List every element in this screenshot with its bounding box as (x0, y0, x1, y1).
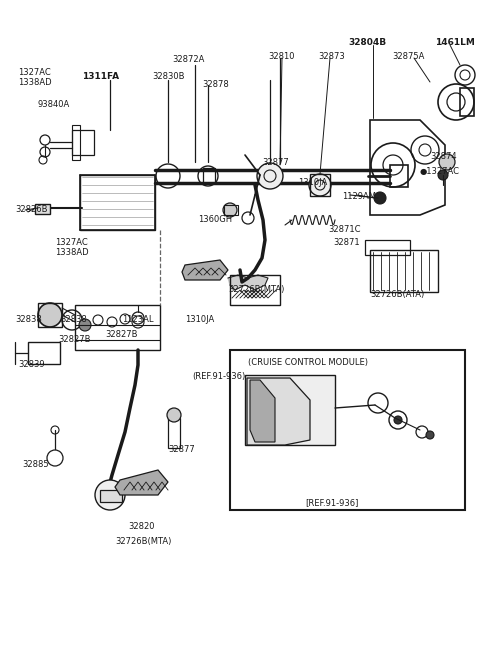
Text: 32838: 32838 (15, 315, 42, 324)
Text: 32827B: 32827B (58, 335, 91, 344)
Text: 1123AL: 1123AL (122, 315, 154, 324)
Bar (370, 250, 438, 292)
Text: 32877: 32877 (168, 445, 195, 454)
Text: ●1327AC: ●1327AC (420, 167, 460, 176)
Circle shape (309, 174, 331, 196)
Circle shape (438, 170, 448, 180)
Text: 32871C: 32871C (328, 225, 360, 234)
Circle shape (394, 416, 402, 424)
Bar (72, 125, 80, 160)
Bar (35, 204, 50, 214)
Circle shape (223, 203, 237, 217)
Text: 1129AM: 1129AM (342, 192, 376, 201)
Polygon shape (250, 380, 275, 442)
Text: 32820: 32820 (128, 522, 155, 531)
Bar (245, 375, 335, 445)
Bar (203, 168, 215, 183)
Text: 32726B(ATA): 32726B(ATA) (370, 290, 424, 299)
Text: 32839: 32839 (18, 360, 45, 369)
Text: 32804B: 32804B (348, 38, 386, 47)
Polygon shape (247, 378, 310, 445)
Text: 32878: 32878 (202, 80, 229, 89)
Circle shape (374, 192, 386, 204)
Text: 1310JA: 1310JA (185, 315, 214, 324)
Text: 32877: 32877 (262, 158, 289, 167)
Bar (390, 165, 408, 187)
Text: (REF.91-936): (REF.91-936) (192, 372, 245, 381)
Circle shape (79, 319, 91, 331)
Bar (100, 490, 122, 502)
Bar (365, 240, 410, 255)
Text: (CRUISE CONTROL MODULE): (CRUISE CONTROL MODULE) (248, 358, 368, 367)
Text: 32871: 32871 (333, 238, 360, 247)
Text: 1327AC
1338AD: 1327AC 1338AD (18, 68, 52, 87)
Text: 32726B(MTA): 32726B(MTA) (115, 537, 171, 546)
Polygon shape (182, 260, 228, 280)
Text: 32826B: 32826B (15, 205, 48, 214)
Text: 1327AC
1338AD: 1327AC 1338AD (55, 238, 89, 257)
Bar (230, 275, 280, 305)
Bar (28, 342, 60, 364)
Circle shape (257, 163, 283, 189)
Bar (230, 350, 465, 510)
Bar (310, 174, 330, 196)
Text: 1360GH: 1360GH (198, 215, 232, 224)
Bar (72, 130, 94, 155)
Bar (460, 88, 474, 116)
Text: 32838: 32838 (60, 315, 87, 324)
Polygon shape (228, 275, 268, 290)
Bar (38, 303, 62, 327)
Text: 32873: 32873 (318, 52, 345, 61)
Text: 1461LM: 1461LM (435, 38, 475, 47)
Circle shape (439, 154, 455, 170)
Text: 32885: 32885 (22, 460, 48, 469)
Polygon shape (115, 470, 168, 495)
Text: 93840A: 93840A (38, 100, 70, 109)
Circle shape (95, 480, 125, 510)
Text: 32810: 32810 (268, 52, 295, 61)
Text: 1310JA: 1310JA (298, 178, 327, 187)
Bar (75, 305, 160, 350)
Text: 32874: 32874 (430, 152, 456, 161)
Text: 32726B(MTA): 32726B(MTA) (228, 285, 284, 294)
Text: [REF.91-936]: [REF.91-936] (305, 498, 359, 507)
Text: 32872A: 32872A (172, 55, 204, 64)
Circle shape (426, 431, 434, 439)
Circle shape (167, 408, 181, 422)
Bar (224, 205, 238, 215)
Circle shape (38, 303, 62, 327)
Text: 32827B: 32827B (105, 330, 137, 339)
Text: 1311FA: 1311FA (82, 72, 119, 81)
Text: 32830B: 32830B (152, 72, 184, 81)
Bar (168, 418, 180, 448)
Text: 32875A: 32875A (392, 52, 424, 61)
